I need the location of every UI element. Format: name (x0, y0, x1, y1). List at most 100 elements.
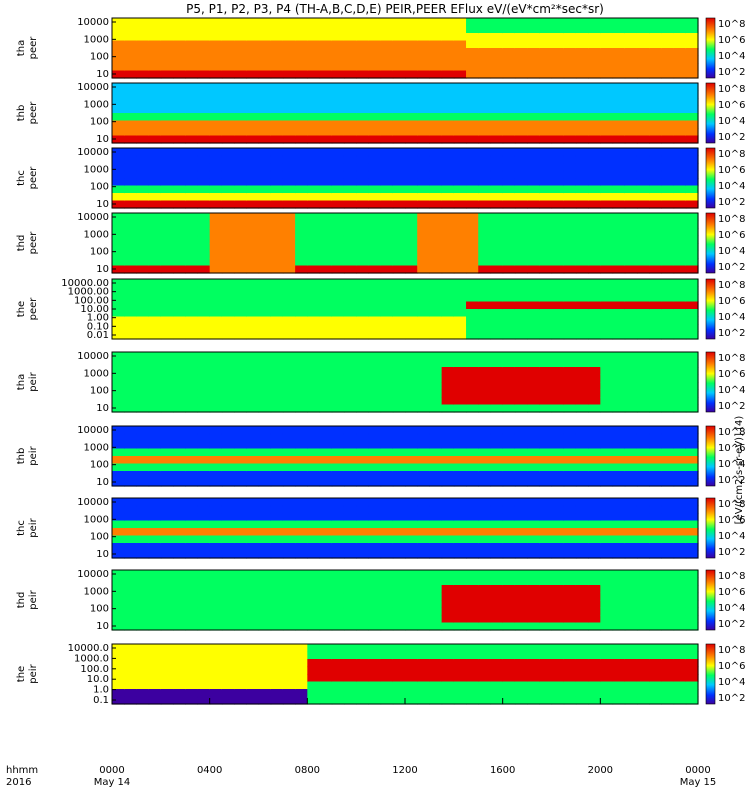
spectrogram-cell (563, 359, 577, 368)
spectrogram-cell (136, 577, 150, 586)
spectrogram-cell (490, 200, 504, 209)
spectrogram-cell (588, 120, 601, 129)
spectrogram-cell (124, 448, 138, 457)
spectrogram-cell (527, 666, 540, 675)
spectrogram-cell (197, 592, 211, 601)
spectrogram-cell (270, 316, 284, 325)
spectrogram-cell (282, 18, 296, 27)
spectrogram-cell (405, 286, 418, 295)
spectrogram-cell (270, 113, 284, 122)
spectrogram-cell (539, 148, 553, 157)
spectrogram-cell (282, 63, 296, 72)
spectrogram-cell (624, 301, 638, 310)
spectrogram-cell (112, 135, 125, 144)
spectrogram-cell (405, 250, 418, 259)
spectrogram-cell (575, 193, 589, 202)
spectrogram-cell (112, 389, 125, 398)
spectrogram-cell (270, 674, 284, 683)
spectrogram-cell (197, 374, 211, 383)
spectrogram-cell (270, 528, 284, 537)
spectrogram-cell (380, 155, 394, 164)
spectrogram-cell (405, 426, 418, 435)
spectrogram-cell (453, 120, 467, 129)
spectrogram-cell (246, 48, 260, 57)
spectrogram-cell (478, 607, 492, 616)
spectrogram-cell (478, 324, 492, 333)
spectrogram-cell (673, 448, 687, 457)
spectrogram-cell (563, 463, 577, 472)
spectrogram-cell (392, 352, 406, 361)
spectrogram-cell (600, 90, 614, 99)
spectrogram-cell (453, 382, 467, 391)
spectrogram-cell (539, 696, 553, 705)
spectrogram-cell (343, 471, 357, 480)
spectrogram-cell (417, 498, 431, 507)
spectrogram-cell (331, 120, 345, 129)
spectrogram-cell (197, 513, 211, 522)
spectrogram-cell (124, 441, 138, 450)
spectrogram-cell (636, 220, 650, 229)
spectrogram-cell (685, 170, 699, 179)
spectrogram-cell (539, 213, 553, 222)
spectrogram-cell (392, 696, 406, 705)
colorbar-units-label: [eV/(cm2-s-sr-eV)] (4) (734, 416, 745, 525)
spectrogram-cell (453, 659, 467, 668)
spectrogram-cell (453, 213, 467, 222)
spectrogram-cell (258, 592, 272, 601)
spectrogram-cell (173, 40, 186, 49)
spectrogram-cell (148, 63, 162, 72)
spectrogram-cell (282, 33, 296, 42)
spectrogram-cell (551, 55, 565, 64)
spectrogram-cell (173, 170, 186, 179)
spectrogram-cell (417, 570, 431, 579)
spectrogram-cell (356, 170, 369, 179)
spectrogram-cell (527, 498, 540, 507)
spectrogram-cell (356, 463, 369, 472)
spectrogram-cell (221, 70, 235, 79)
spectrogram-cell (539, 607, 553, 616)
spectrogram-cell (392, 513, 406, 522)
spectrogram-cell (502, 309, 516, 318)
spectrogram-cell (514, 48, 528, 57)
spectrogram-cell (136, 258, 150, 267)
spectrogram-cell (221, 294, 235, 303)
spectrogram-cell (405, 33, 418, 42)
spectrogram-cell (197, 615, 211, 624)
spectrogram-cell (453, 505, 467, 514)
spectrogram-cell (563, 113, 577, 122)
spectrogram-cell (478, 279, 492, 288)
spectrogram-cell (112, 550, 125, 559)
spectrogram-cell (429, 592, 443, 601)
spectrogram-cell (343, 550, 357, 559)
spectrogram-cell (685, 666, 699, 675)
spectrogram-cell (331, 193, 345, 202)
spectrogram-cell (356, 83, 369, 92)
spectrogram-cell (282, 374, 296, 383)
spectrogram-cell (514, 301, 528, 310)
spectrogram-cell (185, 659, 199, 668)
spectrogram-cell (588, 374, 601, 383)
spectrogram-cell (527, 18, 540, 27)
spectrogram-cell (197, 163, 211, 172)
spectrogram-cell (356, 674, 369, 683)
spectrogram-cell (124, 128, 138, 137)
spectrogram-cell (392, 90, 406, 99)
spectrogram-cell (429, 674, 443, 683)
spectrogram-cell (380, 471, 394, 480)
spectrogram-cell (405, 570, 418, 579)
spectrogram-cell (270, 90, 284, 99)
spectrogram-cell (343, 498, 357, 507)
spectrogram-cell (502, 404, 516, 413)
spectrogram-cell (661, 478, 675, 487)
spectrogram-cell (124, 200, 138, 209)
spectrogram-cell (514, 681, 528, 690)
spectrogram-cell (661, 98, 675, 107)
panel-ylabel: thepeer (16, 297, 39, 321)
spectrogram-cell (612, 235, 626, 244)
spectrogram-cell (331, 148, 345, 157)
spectrogram-cell (661, 441, 675, 450)
spectrogram-cell (295, 18, 308, 27)
spectrogram-cell (392, 105, 406, 114)
spectrogram-cell (221, 265, 235, 274)
spectrogram-cell (417, 155, 431, 164)
